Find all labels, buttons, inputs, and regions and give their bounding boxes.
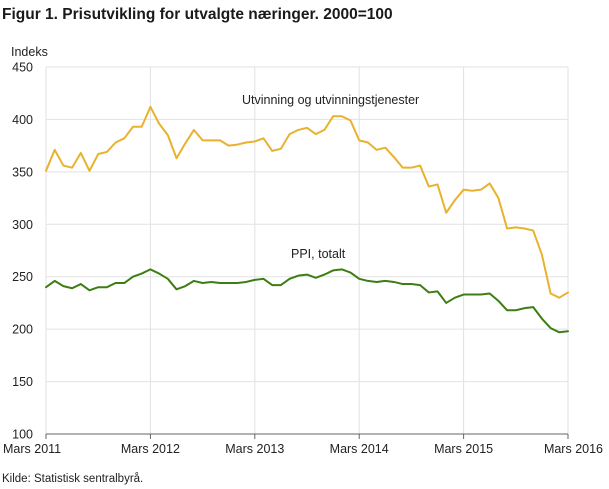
y-axis-label: Indeks <box>11 45 48 59</box>
y-tick-label: 350 <box>12 165 33 179</box>
source-note: Kilde: Statistisk sentralbyrå. <box>2 473 144 485</box>
series-line-ppi <box>45 268 569 334</box>
x-tick-label: Mars 2016 <box>544 442 603 456</box>
series-line-mining <box>45 105 569 299</box>
y-tick-label: 100 <box>12 428 33 442</box>
x-tick-label: Mars 2011 <box>3 442 61 456</box>
y-tick-label: 250 <box>12 270 33 284</box>
y-tick-label: 450 <box>12 61 33 75</box>
y-tick-label: 400 <box>12 113 33 127</box>
y-tick-label: 200 <box>12 323 33 337</box>
series-label-ppi: PPI, totalt <box>291 247 346 261</box>
chart-title: Figur 1. Prisutvikling for utvalgte næri… <box>2 6 393 23</box>
series-lines <box>45 105 569 334</box>
series-label-mining: Utvinning og utvinningstjenester <box>242 93 419 107</box>
y-axis-ticks: 100 150 200 250 300 350 400 450 <box>12 61 33 442</box>
x-tick-label: Mars 2012 <box>121 442 180 456</box>
x-tick-label: Mars 2013 <box>225 442 284 456</box>
x-tick-label: Mars 2015 <box>434 442 493 456</box>
y-tick-label: 300 <box>12 218 33 232</box>
x-axis-ticks: Mars 2011 Mars 2012 Mars 2013 Mars 2014 Mars… <box>3 433 603 456</box>
x-tick-label: Mars 2014 <box>330 442 389 456</box>
y-tick-label: 150 <box>12 375 33 389</box>
grid-lines <box>45 66 569 435</box>
